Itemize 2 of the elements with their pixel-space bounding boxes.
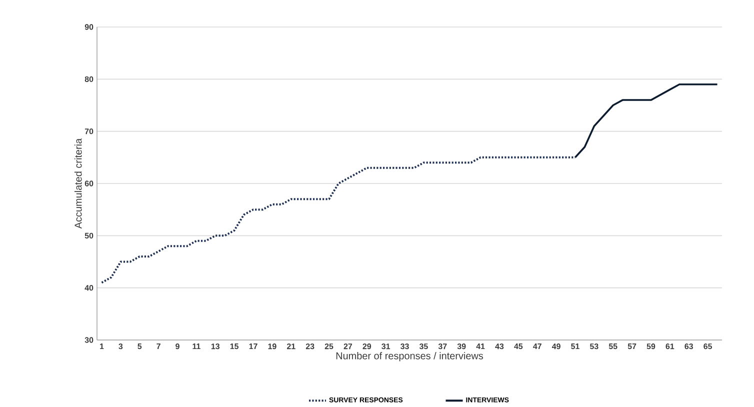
y-axis-title: Accumulated criteria	[74, 138, 82, 229]
x-axis-title: Number of responses / interviews	[336, 352, 484, 362]
